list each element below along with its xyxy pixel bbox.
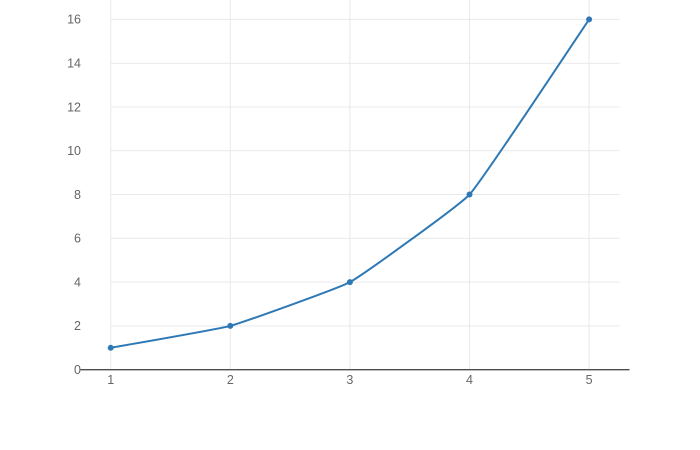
svg-text:4: 4 xyxy=(74,275,81,289)
svg-text:2: 2 xyxy=(227,373,234,387)
svg-text:3: 3 xyxy=(346,373,353,387)
svg-text:12: 12 xyxy=(67,100,81,114)
svg-text:10: 10 xyxy=(67,144,81,158)
svg-text:8: 8 xyxy=(74,188,81,202)
svg-text:2: 2 xyxy=(74,319,81,333)
svg-text:1: 1 xyxy=(107,373,114,387)
svg-text:16: 16 xyxy=(67,13,81,27)
svg-text:0: 0 xyxy=(74,363,81,377)
svg-text:5: 5 xyxy=(586,373,593,387)
svg-text:6: 6 xyxy=(74,232,81,246)
svg-text:14: 14 xyxy=(67,57,81,71)
svg-text:4: 4 xyxy=(466,373,473,387)
